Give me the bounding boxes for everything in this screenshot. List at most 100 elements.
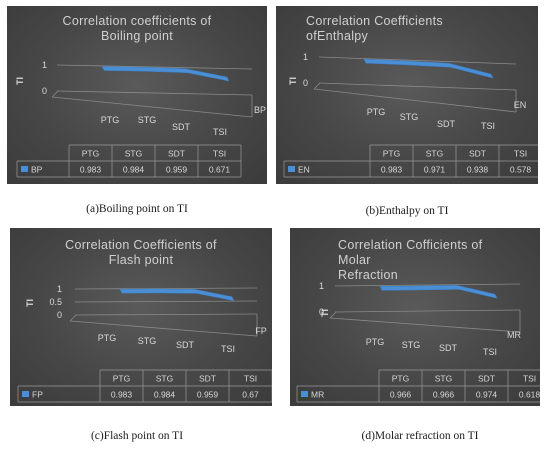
table-header: SDT [478, 374, 495, 384]
x-tick-label: STG [138, 336, 157, 346]
floor-left-edge [69, 314, 77, 322]
table-header: STG [156, 374, 173, 384]
x-tick-label: SDT [176, 340, 195, 350]
table-cell: 0.971 [424, 165, 446, 175]
y-tick-label: 1 [319, 281, 324, 291]
chart-title: Correlation coefficients of Boiling poin… [62, 14, 212, 43]
table-cell: 0.966 [390, 390, 412, 400]
table-cell: 0.618 [519, 390, 540, 400]
y-axis-label: TI [15, 77, 25, 85]
series-axis-label: BP [254, 105, 266, 115]
table-header: SDT [199, 374, 216, 384]
legend-label: MR [311, 390, 324, 400]
chart-svg-enthalpy: 0 1 TI PTG STG SDT TSI EN PTG STG SDT TSI 0.983 0.971… [283, 52, 538, 178]
series-ribbon [119, 288, 235, 302]
table-header: PTG [82, 149, 99, 159]
gridline [56, 90, 253, 96]
x-tick-label: STG [138, 115, 157, 125]
x-tick-label: TSI [481, 121, 495, 131]
series-axis-label: MR [507, 330, 521, 340]
legend-swatch [301, 391, 308, 397]
x-tick-label: TSI [213, 127, 227, 137]
y-tick-label: 0.5 [49, 297, 62, 307]
table-cell: 0.671 [209, 165, 231, 175]
x-tick-label: PTG [366, 337, 385, 347]
caption-boiling-point: (a)Boiling point on TI [86, 203, 188, 215]
legend-swatch [288, 166, 295, 172]
table-cell: 0.966 [433, 390, 455, 400]
x-tick-label: TSI [221, 344, 235, 354]
chart-title: Correlation Cofficients of Molar Refract… [338, 238, 483, 282]
floor-left-edge [313, 82, 321, 90]
table-cell: 0.974 [476, 390, 498, 400]
series-axis-label: EN [514, 100, 527, 110]
x-tick-label: PTG [98, 333, 117, 343]
table-cell: 0.67 [242, 390, 259, 400]
x-tick-label: SDT [172, 122, 191, 132]
table-cell: 0.984 [154, 390, 176, 400]
table-header: TSI [244, 374, 257, 384]
series-ribbon [379, 285, 498, 299]
chart-panel-boiling-point: Correlation coefficients of Boiling poin… [7, 6, 267, 184]
x-tick-label: STG [400, 112, 419, 122]
y-tick-label: 1 [303, 52, 308, 62]
y-axis-label: TI [25, 299, 35, 307]
floor-left-edge [329, 311, 337, 319]
table-cell: 0.983 [80, 165, 102, 175]
chart-panel-molar-refraction: Correlation Cofficients of Molar Refract… [290, 228, 540, 406]
table-header: TSI [514, 149, 527, 159]
floor-left-edge [51, 90, 59, 98]
chart-svg-boiling-point: 0 1 TI PTG STG SDT TSI BP PTG STG SDT TSI 0.983 0.984… [15, 60, 266, 178]
table-cell: 0.959 [166, 165, 188, 175]
chart-title: Correlation Coefficients ofEnthalpy [306, 14, 443, 43]
x-tick-label: PTG [101, 115, 120, 125]
y-tick-label: 0 [42, 86, 47, 96]
chart-panel-enthalpy: Correlation Coefficients ofEnthalpy 0 1 TI… [276, 6, 538, 184]
table-cell: 0.938 [467, 165, 489, 175]
chart-svg-molar-refraction: 0 1 TI PTG STG SDT TSI MR PTG STG SDT TSI 0.966 0.966… [296, 281, 540, 403]
series-axis-label: FP [255, 326, 267, 336]
y-axis-label: TI [288, 77, 298, 85]
gridline [334, 283, 521, 287]
y-tick-label: 1 [42, 60, 47, 70]
table-header: PTG [383, 149, 400, 159]
caption-molar-refraction: (d)Molar refraction on TI [361, 430, 479, 442]
table-header: TSI [213, 149, 226, 159]
table-header: TSI [523, 374, 536, 384]
gridline [74, 300, 258, 303]
floor-front-edge [51, 96, 253, 118]
series-ribbon [363, 58, 494, 79]
floor-front-edge [69, 320, 258, 337]
series-ribbon [101, 66, 230, 82]
gridline [56, 64, 253, 70]
table-cell: 0.984 [123, 165, 145, 175]
table-cell: 0.983 [381, 165, 403, 175]
table-header: STG [426, 149, 443, 159]
y-axis-label: TI [320, 309, 330, 317]
legend-swatch [21, 166, 28, 172]
legend-label: EN [298, 165, 310, 175]
gridline [74, 313, 258, 316]
caption-enthalpy: (b)Enthalpy on TI [365, 205, 449, 217]
y-tick-label: 0 [57, 310, 62, 320]
gridline [74, 287, 258, 290]
y-tick-label: 0 [303, 78, 308, 88]
caption-flash-point: (c)Flash point on TI [90, 430, 184, 442]
legend-label: BP [31, 165, 43, 175]
table-header: SDT [469, 149, 486, 159]
x-tick-label: STG [402, 340, 421, 350]
gridline [334, 309, 521, 313]
table-header: STG [125, 149, 142, 159]
table-header: PTG [113, 374, 130, 384]
table-header: PTG [392, 374, 409, 384]
gridline [318, 56, 517, 65]
y-tick-label: 1 [57, 284, 62, 294]
legend-label: FP [32, 390, 43, 400]
chart-svg-flash-point: 0 0.5 1 TI PTG STG SDT TSI FP PTG STG SDT TSI 0.983 0.… [17, 284, 272, 403]
x-tick-label: SDT [437, 119, 456, 129]
floor-front-edge [313, 88, 517, 113]
chart-panel-flash-point: Correlation Coefficients of Flash point … [10, 228, 272, 406]
table-cell: 0.983 [111, 390, 133, 400]
table-header: STG [435, 374, 452, 384]
legend-swatch [22, 391, 29, 397]
